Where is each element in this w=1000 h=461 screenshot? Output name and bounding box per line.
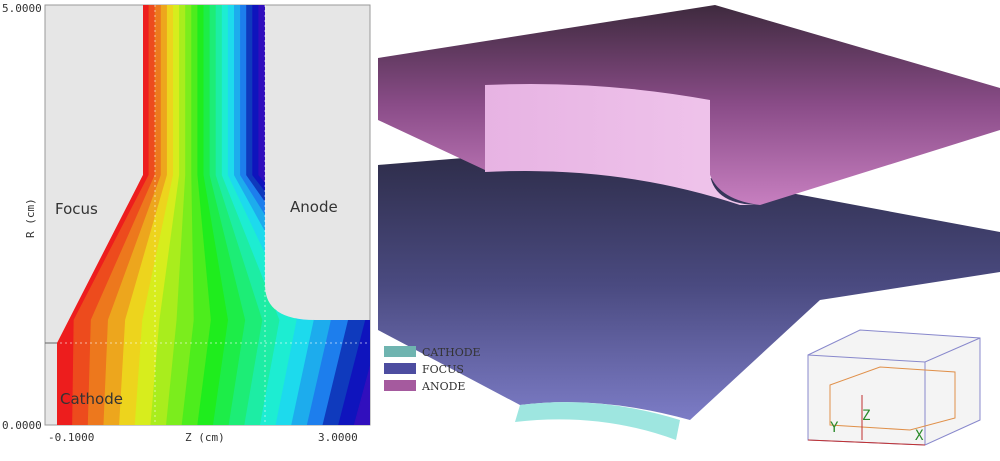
x-tick-label: -0.1000 (48, 431, 94, 444)
axis-letter: Z (862, 408, 870, 424)
legend-swatch (384, 363, 416, 374)
y-axis-label: R (cm) (24, 198, 37, 238)
axis-letter: Y (830, 420, 839, 436)
plot-grid (45, 5, 370, 425)
legend-label: ANODE (421, 380, 465, 393)
anode-bore (485, 84, 760, 205)
region-label: Cathode (60, 390, 123, 408)
cathode-electrode (515, 402, 680, 440)
legend-swatch (384, 380, 416, 391)
y-tick-label: 5.0000 (2, 2, 42, 15)
region-label: Focus (55, 200, 98, 218)
y-tick-label: 0.0000 (2, 419, 42, 432)
legend-swatch (384, 346, 416, 357)
axis-box (807, 329, 981, 446)
legend-label: FOCUS (422, 363, 464, 376)
legend: CATHODE FOCUS ANODE (384, 346, 481, 393)
region-label: Anode (290, 198, 338, 216)
x-axis-label: Z (cm) (185, 431, 225, 444)
focus-electrode (378, 150, 1000, 420)
legend-label: CATHODE (422, 346, 481, 359)
axis-letter: X (915, 428, 924, 444)
x-tick-label: 3.0000 (318, 431, 358, 444)
